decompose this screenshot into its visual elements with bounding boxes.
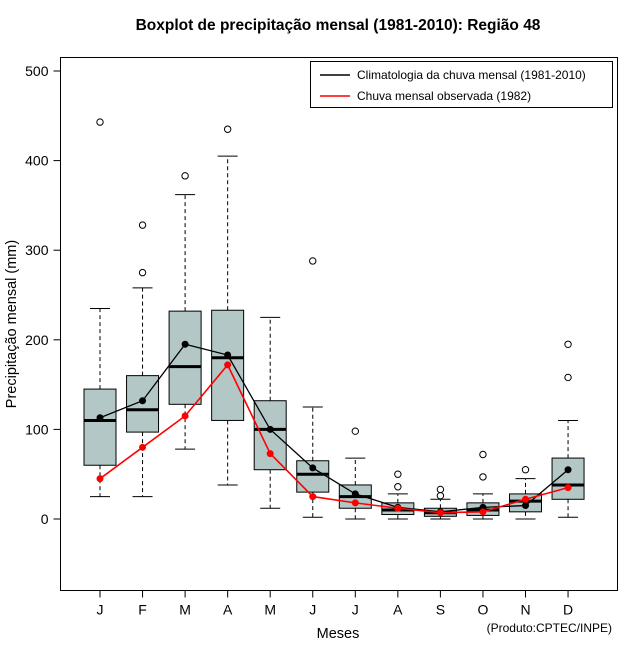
y-tick-label: 0 [41, 511, 49, 527]
climatology-line [99, 343, 569, 513]
legend-label-observed: Chuva mensal observada (1982) [357, 89, 531, 103]
observed-point [139, 443, 147, 451]
box [253, 400, 287, 471]
observed-point [394, 504, 402, 512]
outlier-point [394, 483, 402, 491]
climatology-point [181, 340, 189, 348]
outlier-point [309, 257, 317, 265]
outlier-point [138, 268, 147, 277]
box [168, 310, 202, 405]
y-tick-label: 200 [25, 332, 49, 348]
observed-point [181, 412, 189, 420]
chart-title: Boxplot de precipitação mensal (1981-201… [136, 17, 541, 34]
x-tick-label: J [309, 602, 316, 618]
x-tick-label: S [436, 602, 445, 618]
x-tick-label: A [223, 602, 233, 618]
climatology-point [564, 466, 572, 474]
y-tick-label: 300 [25, 242, 49, 258]
outlier-point [479, 450, 487, 459]
outlier-point [436, 492, 445, 500]
plot-border [60, 57, 618, 591]
climatology-point [522, 502, 529, 510]
x-tick-label: J [97, 602, 104, 618]
climatology-point [224, 351, 232, 359]
observed-point [309, 493, 317, 501]
outlier-point [564, 373, 572, 382]
observed-point [224, 361, 232, 369]
x-tick-label: F [138, 602, 147, 618]
y-axis-label: Precipitação mensal (mm) [4, 240, 20, 408]
legend: Climatologia da chuva mensal (1981-2010)… [310, 61, 613, 108]
climatology-point [96, 414, 104, 422]
outlier-point [564, 340, 572, 348]
outlier-point [181, 172, 189, 180]
observed-point [436, 509, 444, 517]
climatology-point [139, 397, 147, 405]
climatology-point [351, 490, 359, 498]
x-tick-label: A [393, 602, 403, 618]
observed-point [351, 499, 359, 507]
legend-label-climatology: Climatologia da chuva mensal (1981-2010) [357, 68, 586, 82]
observed-point [266, 450, 274, 458]
observed-point [479, 508, 487, 516]
outlier-point [138, 221, 147, 229]
climatology-point [266, 425, 274, 433]
x-tick-label: M [179, 602, 191, 618]
observed-point [96, 475, 104, 483]
x-tick-label: N [520, 602, 530, 618]
plot-body: 0 100 200 300 400 500 J F M A M J J A S O N D [25, 63, 585, 618]
observed-point [522, 495, 529, 503]
y-tick-label: 400 [25, 153, 49, 169]
x-tick-label: O [478, 602, 489, 618]
outlier-point [351, 427, 359, 435]
observed-point [564, 484, 572, 492]
footer-credit: (Produto:CPTEC/INPE) [487, 621, 612, 635]
outlier-point [436, 485, 445, 494]
x-tick-label: J [352, 602, 359, 618]
climatology-point [309, 464, 317, 472]
x-axis-label: Meses [317, 626, 360, 642]
x-tick-label: D [563, 602, 573, 618]
outlier-point [479, 473, 487, 481]
outlier-point [223, 125, 232, 133]
outlier-point [394, 470, 402, 478]
y-tick-label: 100 [25, 421, 49, 437]
outlier-point [96, 118, 104, 126]
outlier-point [521, 466, 530, 474]
y-tick-label: 500 [25, 63, 49, 79]
legend-box [310, 61, 613, 108]
x-tick-label: M [264, 602, 276, 618]
box [83, 388, 117, 466]
observed-line [99, 363, 569, 514]
